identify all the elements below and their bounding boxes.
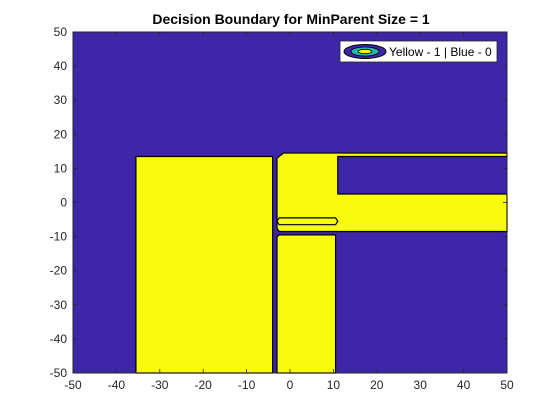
x-tick-label: 0 — [287, 378, 294, 392]
x-tick-label: 40 — [457, 378, 471, 392]
legend-label: Yellow - 1 | Blue - 0 — [389, 45, 492, 59]
y-tick-label: -50 — [50, 366, 68, 380]
x-tick-label: -10 — [238, 378, 256, 392]
chart-title: Decision Boundary for MinParent Size = 1 — [152, 11, 430, 27]
y-tick-label: 50 — [54, 25, 68, 39]
x-tick-label: 30 — [414, 378, 428, 392]
region-upper-bar — [276, 152, 508, 233]
x-tick-label: -30 — [151, 378, 169, 392]
y-tick-label: -40 — [50, 332, 68, 346]
y-tick-label: 0 — [60, 196, 67, 210]
y-tick-label: -20 — [50, 264, 68, 278]
x-tick-label: -50 — [64, 378, 82, 392]
x-tick-label: 10 — [327, 378, 341, 392]
contour-legend-icon — [343, 44, 387, 59]
x-axis-ticks: -50 -40 -30 -20 -10 0 10 20 30 40 50 — [64, 32, 514, 392]
region-bottom-block — [276, 234, 337, 374]
region-thin-strip — [276, 217, 339, 226]
x-tick-label: -40 — [108, 378, 126, 392]
y-tick-label: 40 — [54, 59, 68, 73]
y-axis-ticks: -50 -40 -30 -20 -10 0 10 20 30 40 50 — [50, 25, 507, 380]
y-tick-label: 20 — [54, 127, 68, 141]
x-tick-label: 50 — [500, 378, 514, 392]
legend: Yellow - 1 | Blue - 0 — [339, 40, 498, 63]
y-tick-label: -10 — [50, 230, 68, 244]
x-tick-label: 20 — [370, 378, 384, 392]
y-tick-label: -30 — [50, 298, 68, 312]
region-left-block — [135, 155, 274, 374]
y-tick-label: 30 — [54, 93, 68, 107]
x-tick-label: -20 — [195, 378, 213, 392]
y-tick-label: 10 — [54, 161, 68, 175]
